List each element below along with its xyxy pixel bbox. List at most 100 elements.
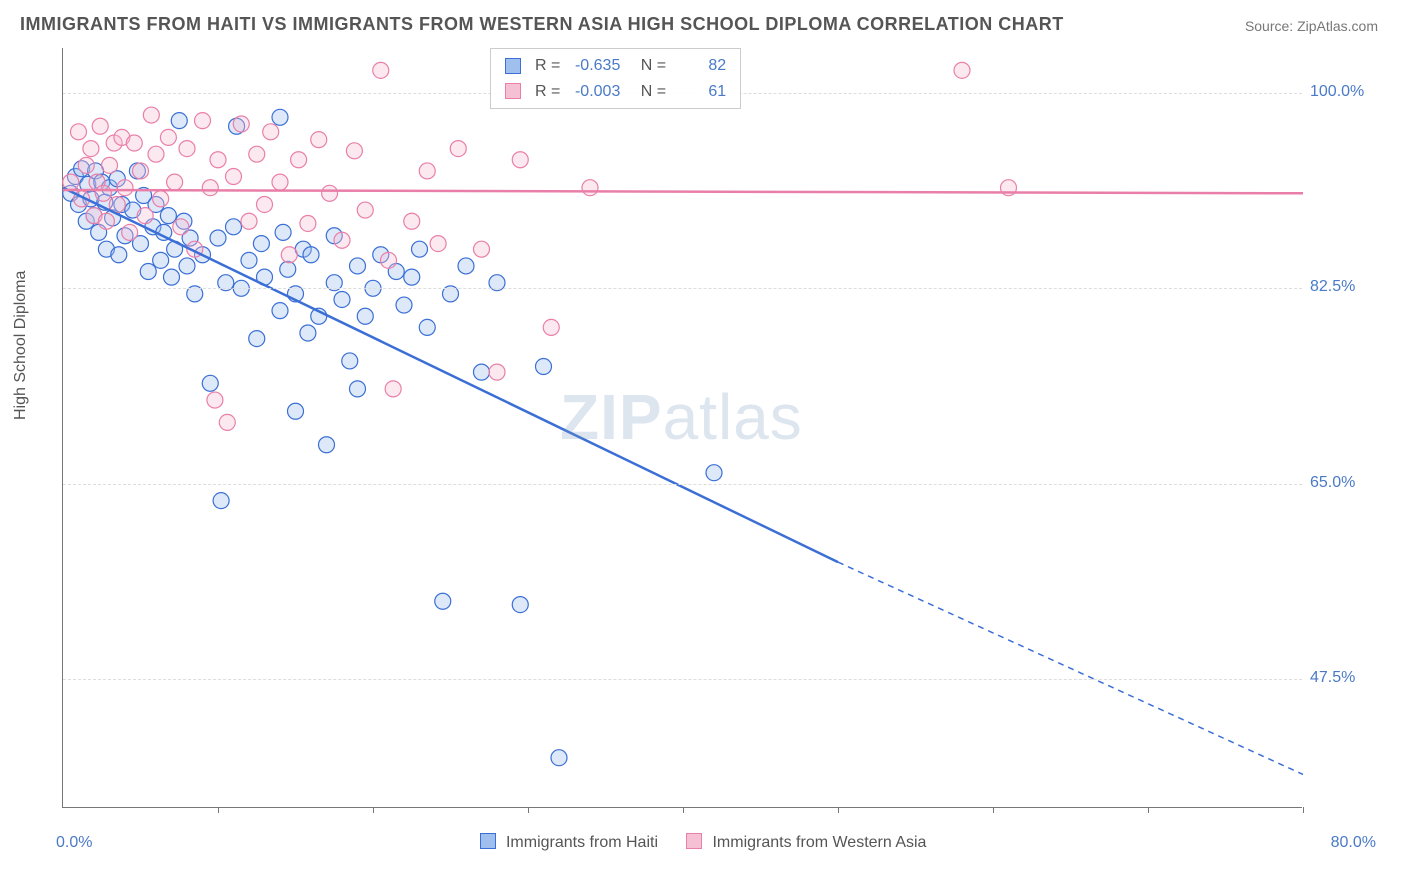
scatter-point: [430, 236, 446, 252]
scatter-point: [143, 107, 159, 123]
scatter-point: [202, 375, 218, 391]
scatter-point: [241, 213, 257, 229]
scatter-point: [272, 303, 288, 319]
correlation-stats-box: R = -0.635 N = 82 R = -0.003 N = 61: [490, 48, 741, 109]
scatter-point: [474, 364, 490, 380]
stats-n-haiti: 82: [674, 53, 726, 79]
scatter-point: [160, 129, 176, 145]
scatter-point: [179, 258, 195, 274]
x-tick: [838, 807, 839, 813]
chart-title: IMMIGRANTS FROM HAITI VS IMMIGRANTS FROM…: [20, 14, 1064, 35]
bottom-legend: Immigrants from Haiti Immigrants from We…: [0, 833, 1406, 852]
y-axis-label: High School Diploma: [12, 271, 30, 420]
scatter-point: [153, 191, 169, 207]
scatter-point: [381, 252, 397, 268]
scatter-point: [210, 152, 226, 168]
scatter-point: [280, 261, 296, 277]
scatter-point: [512, 597, 528, 613]
stats-r-haiti: -0.635: [568, 53, 620, 79]
scatter-point: [281, 247, 297, 263]
scatter-point: [536, 359, 552, 375]
stats-n-label: N =: [641, 79, 666, 105]
stats-row-haiti: R = -0.635 N = 82: [505, 53, 726, 79]
scatter-point: [140, 264, 156, 280]
scatter-point: [171, 113, 187, 129]
scatter-point: [322, 185, 338, 201]
y-tick-label: 65.0%: [1310, 474, 1380, 492]
scatter-point: [102, 157, 118, 173]
stats-swatch-wasia: [505, 83, 521, 99]
source-attribution: Source: ZipAtlas.com: [1245, 18, 1378, 34]
x-tick: [1148, 807, 1149, 813]
y-tick-label: 47.5%: [1310, 669, 1380, 687]
stats-row-wasia: R = -0.003 N = 61: [505, 79, 726, 105]
scatter-point: [213, 493, 229, 509]
scatter-point: [474, 241, 490, 257]
scatter-point: [412, 241, 428, 257]
scatter-point: [122, 224, 138, 240]
scatter-point: [253, 236, 269, 252]
stats-r-label: R =: [535, 79, 560, 105]
scatter-point: [78, 157, 94, 173]
gridline-h: [63, 288, 1302, 289]
scatter-point: [207, 392, 223, 408]
scatter-point: [404, 269, 420, 285]
scatter-point: [249, 331, 265, 347]
stats-r-label: R =: [535, 53, 560, 79]
legend-label-wasia: Immigrants from Western Asia: [712, 834, 926, 851]
scatter-point: [357, 202, 373, 218]
scatter-point: [272, 174, 288, 190]
scatter-point: [300, 325, 316, 341]
scatter-point: [272, 109, 288, 125]
scatter-point: [92, 118, 108, 134]
scatter-svg: [63, 48, 1302, 807]
scatter-point: [357, 308, 373, 324]
scatter-point: [373, 62, 389, 78]
scatter-point: [153, 252, 169, 268]
scatter-point: [98, 213, 114, 229]
scatter-point: [458, 258, 474, 274]
scatter-point: [582, 180, 598, 196]
scatter-point: [303, 247, 319, 263]
scatter-point: [257, 196, 273, 212]
scatter-point: [706, 465, 722, 481]
stats-r-wasia: -0.003: [568, 79, 620, 105]
gridline-h: [63, 679, 1302, 680]
stats-swatch-haiti: [505, 58, 521, 74]
scatter-point: [350, 381, 366, 397]
scatter-point: [489, 364, 505, 380]
scatter-point: [71, 124, 87, 140]
scatter-point: [334, 291, 350, 307]
scatter-point: [226, 219, 242, 235]
scatter-point: [210, 230, 226, 246]
scatter-point: [311, 132, 327, 148]
scatter-point: [350, 258, 366, 274]
trend-line-solid: [63, 190, 1303, 193]
scatter-point: [435, 593, 451, 609]
scatter-point: [419, 163, 435, 179]
gridline-h: [63, 484, 1302, 485]
stats-n-label: N =: [641, 53, 666, 79]
scatter-point: [167, 174, 183, 190]
scatter-point: [512, 152, 528, 168]
scatter-point: [133, 163, 149, 179]
scatter-point: [543, 319, 559, 335]
scatter-point: [95, 185, 111, 201]
scatter-point: [346, 143, 362, 159]
scatter-point: [179, 141, 195, 157]
x-tick: [528, 807, 529, 813]
legend-swatch-haiti: [480, 833, 496, 849]
trend-line-solid: [63, 188, 838, 562]
legend-item-haiti: Immigrants from Haiti: [480, 833, 658, 852]
scatter-point: [195, 113, 211, 129]
x-tick: [373, 807, 374, 813]
scatter-point: [551, 750, 567, 766]
scatter-point: [342, 353, 358, 369]
scatter-point: [334, 232, 350, 248]
scatter-point: [954, 62, 970, 78]
scatter-point: [126, 135, 142, 151]
scatter-point: [404, 213, 420, 229]
x-tick: [993, 807, 994, 813]
legend-item-wasia: Immigrants from Western Asia: [686, 833, 926, 852]
scatter-point: [291, 152, 307, 168]
